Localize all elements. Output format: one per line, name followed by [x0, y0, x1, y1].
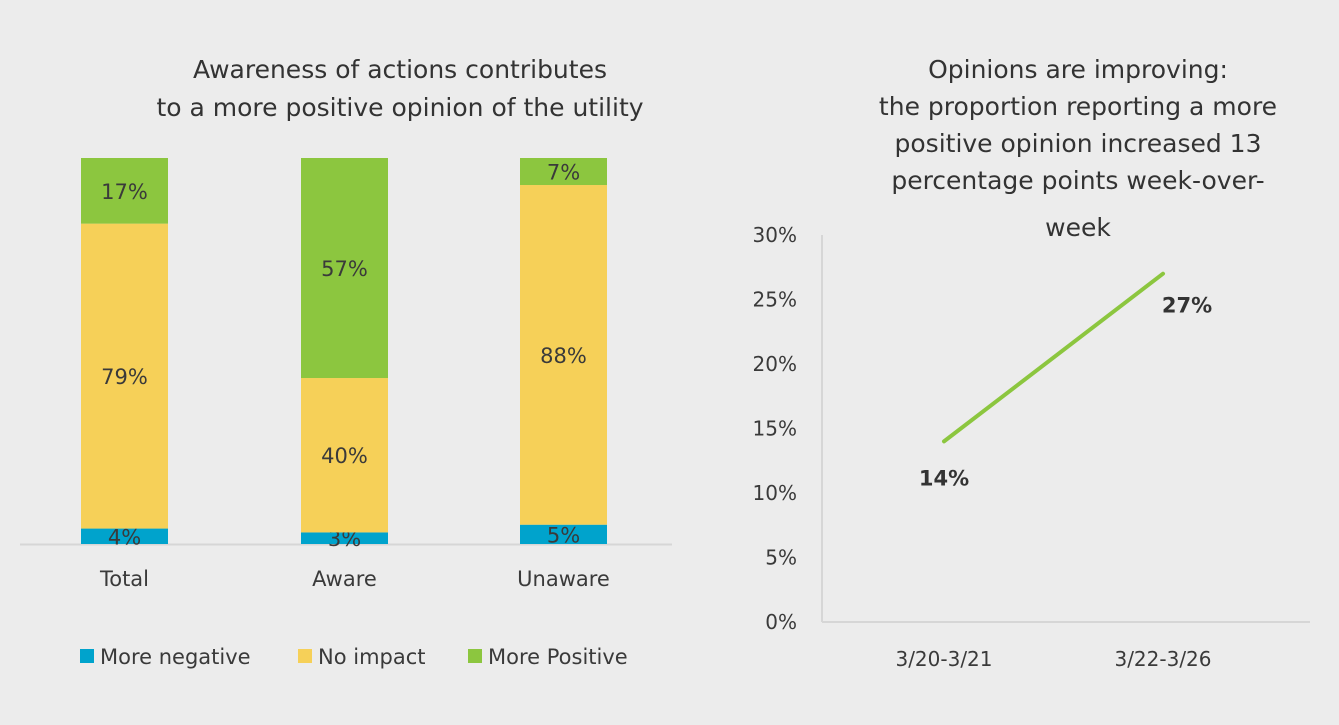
- x-tick-label: Total: [99, 567, 149, 591]
- bar-data-label: 40%: [321, 444, 368, 468]
- bar-data-label: 57%: [321, 257, 368, 281]
- bar-data-label: 7%: [547, 161, 580, 185]
- line-data-label: 27%: [1162, 294, 1212, 318]
- legend-swatch: [298, 649, 312, 663]
- x-tick-label: Unaware: [517, 567, 610, 591]
- y-tick-label: 20%: [753, 352, 797, 376]
- bar-chart-title: Awareness of actions contributes: [193, 55, 607, 84]
- line-chart-title: positive opinion increased 13: [895, 129, 1262, 158]
- legend-swatch: [468, 649, 482, 663]
- bar-data-label: 17%: [101, 180, 148, 204]
- line-data-label: 14%: [919, 466, 969, 490]
- legend-label: More negative: [100, 645, 251, 669]
- line-chart-title: percentage points week-over-: [891, 166, 1264, 195]
- legend-label: No impact: [318, 645, 426, 669]
- legend-label: More Positive: [488, 645, 628, 669]
- x-tick-label: Aware: [312, 567, 377, 591]
- bar-data-label: 79%: [101, 365, 148, 389]
- x-tick-label: 3/20-3/21: [895, 647, 992, 671]
- y-tick-label: 5%: [765, 546, 797, 570]
- y-tick-label: 15%: [753, 417, 797, 441]
- legend-swatch: [80, 649, 94, 663]
- y-tick-label: 0%: [765, 610, 797, 634]
- y-tick-label: 10%: [753, 481, 797, 505]
- bar-data-label: 88%: [540, 344, 587, 368]
- line-chart-title: week: [1045, 213, 1111, 242]
- line-chart-title: the proportion reporting a more: [879, 92, 1277, 121]
- line-series: [944, 274, 1163, 442]
- bar-chart-title: to a more positive opinion of the utilit…: [156, 93, 643, 122]
- y-tick-label: 30%: [753, 223, 797, 247]
- x-tick-label: 3/22-3/26: [1114, 647, 1211, 671]
- y-tick-label: 25%: [753, 288, 797, 312]
- bar-data-label: 4%: [108, 525, 141, 549]
- chart-canvas: Awareness of actions contributes to a mor…: [0, 0, 1339, 725]
- bar-data-label: 5%: [547, 523, 580, 547]
- line-chart-title: Opinions are improving:: [928, 55, 1228, 84]
